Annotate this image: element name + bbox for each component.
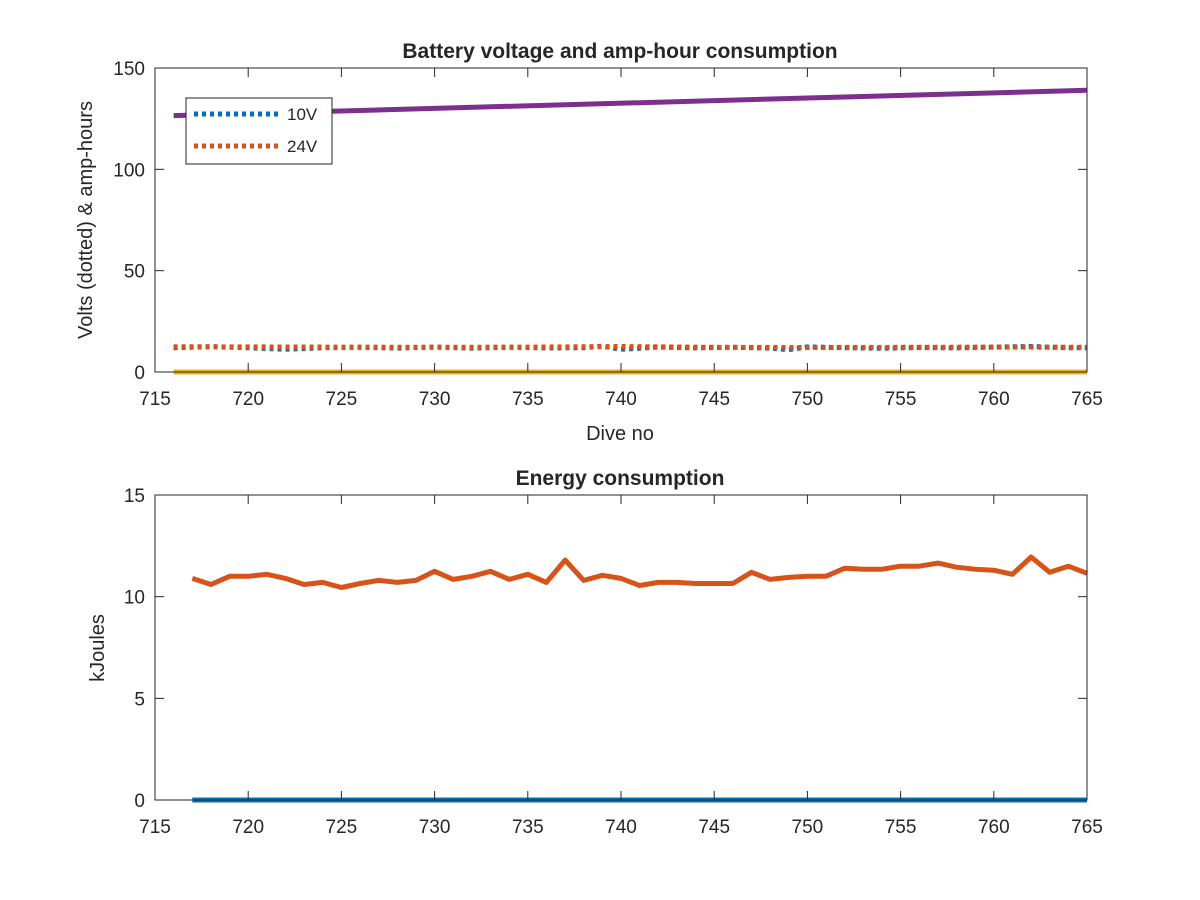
x-tick-label: 740 (605, 817, 637, 838)
x-tick-label: 765 (1071, 389, 1103, 410)
energy-chart: Energy consumption 715 720 725 730 735 740 745… (87, 467, 1103, 838)
legend: 10V 24V (185, 97, 333, 165)
x-tick-label: 750 (792, 389, 824, 410)
y-tick-label: 15 (124, 486, 145, 507)
y-tick-label: 5 (134, 689, 145, 710)
x-tick-label: 765 (1071, 817, 1103, 838)
x-tick-label: 755 (885, 389, 917, 410)
x-tick-label: 745 (698, 817, 730, 838)
y-axis-label: kJoules (87, 614, 109, 682)
y-tick-label: 100 (113, 160, 145, 181)
x-tick-label: 750 (792, 817, 824, 838)
y-tick-label: 50 (124, 262, 145, 283)
legend-label-24v: 24V (287, 137, 318, 156)
x-tick-label: 715 (139, 389, 171, 410)
x-tick-label: 730 (419, 817, 451, 838)
x-tick-label: 715 (139, 817, 171, 838)
x-tick-label: 720 (232, 389, 264, 410)
x-tick-label: 720 (232, 817, 264, 838)
chart-title: Energy consumption (516, 467, 725, 490)
voltage-chart: Battery voltage and amp-hour consumption… (75, 40, 1103, 445)
x-tick-label: 745 (698, 389, 730, 410)
x-tick-label: 730 (419, 389, 451, 410)
series-line-24v (173, 344, 1088, 350)
x-tick-label: 735 (512, 817, 544, 838)
y-tick-label: 10 (124, 588, 145, 609)
y-axis-label: Volts (dotted) & amp-hours (75, 101, 97, 339)
legend-label-10v: 10V (287, 105, 318, 124)
y-tick-label: 0 (134, 363, 145, 384)
x-tick-label: 725 (326, 817, 358, 838)
series-line-series-0 (191, 554, 1088, 590)
x-axis-label: Dive no (586, 423, 654, 445)
x-tick-label: 735 (512, 389, 544, 410)
y-tick-label: 150 (113, 59, 145, 80)
chart-title: Battery voltage and amp-hour consumption (402, 40, 837, 63)
x-tick-label: 740 (605, 389, 637, 410)
x-tick-label: 725 (326, 389, 358, 410)
x-tick-label: 760 (978, 817, 1010, 838)
x-tick-label: 755 (885, 817, 917, 838)
x-tick-label: 760 (978, 389, 1010, 410)
y-tick-label: 0 (134, 791, 145, 812)
